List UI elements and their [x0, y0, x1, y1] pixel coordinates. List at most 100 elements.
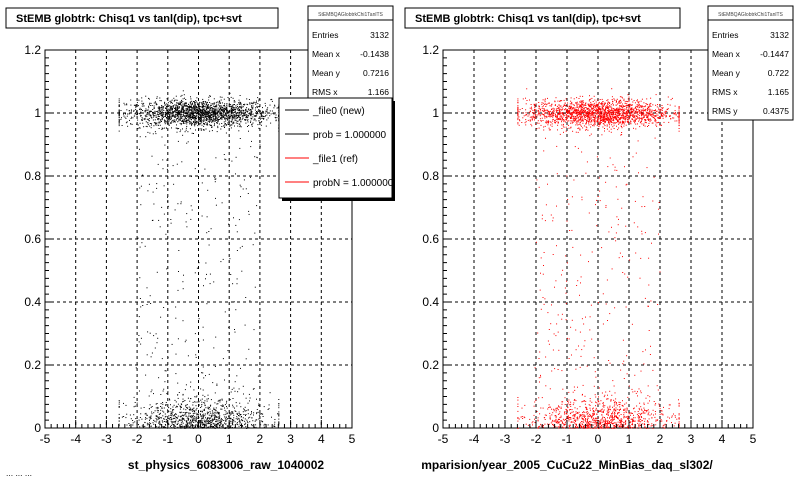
scatter-point — [176, 99, 178, 101]
scatter-point — [650, 102, 652, 104]
scatter-point — [164, 120, 166, 122]
scatter-point — [141, 100, 143, 102]
scatter-point — [253, 115, 255, 117]
scatter-point — [557, 124, 559, 126]
stats-label: Mean x — [312, 49, 341, 59]
scatter-point — [227, 119, 229, 121]
scatter-point — [202, 417, 204, 419]
scatter-point — [672, 117, 674, 119]
scatter-point — [213, 281, 215, 283]
scatter-point — [611, 99, 613, 100]
scatter-point — [167, 357, 169, 359]
scatter-point — [159, 226, 161, 228]
scatter-point — [618, 108, 620, 110]
scatter-point — [149, 132, 151, 134]
scatter-point — [569, 113, 571, 115]
scatter-point — [577, 124, 579, 126]
scatter-point — [239, 106, 241, 108]
scatter-point — [185, 116, 187, 117]
scatter-point — [143, 105, 145, 107]
scatter-point — [622, 120, 624, 122]
scatter-point — [547, 115, 549, 117]
scatter-point — [613, 117, 615, 119]
scatter-point — [126, 424, 128, 426]
scatter-point — [123, 112, 125, 114]
scatter-point — [226, 413, 228, 415]
scatter-point — [184, 389, 186, 391]
scatter-point — [617, 107, 619, 109]
scatter-point — [175, 113, 177, 115]
scatter-point — [194, 107, 196, 109]
scatter-point — [259, 144, 261, 146]
scatter-point — [557, 113, 559, 115]
scatter-point — [534, 106, 536, 108]
scatter-point — [578, 110, 580, 111]
scatter-point — [130, 118, 132, 119]
scatter-point — [155, 421, 157, 423]
scatter-point — [205, 375, 206, 377]
scatter-point — [244, 424, 246, 426]
scatter-point — [192, 415, 194, 417]
scatter-point — [206, 413, 208, 415]
scatter-point — [146, 354, 148, 356]
scatter-point — [239, 119, 241, 120]
y-tick-label: 0.6 — [24, 232, 41, 246]
scatter-point — [232, 411, 234, 413]
scatter-point — [185, 105, 187, 106]
scatter-point — [589, 119, 591, 121]
scatter-point — [188, 115, 190, 117]
scatter-point — [175, 104, 177, 106]
scatter-point — [166, 117, 167, 118]
scatter-point — [563, 99, 565, 101]
scatter-point — [207, 124, 209, 126]
scatter-point — [235, 108, 237, 110]
scatter-point — [228, 223, 229, 225]
scatter-point — [171, 122, 172, 124]
scatter-point — [553, 110, 555, 112]
scatter-point — [160, 115, 162, 116]
scatter-point — [209, 107, 211, 109]
scatter-point — [187, 108, 189, 110]
scatter-point — [118, 401, 120, 403]
scatter-point — [216, 419, 218, 421]
scatter-point — [249, 114, 251, 116]
scatter-point — [183, 105, 185, 107]
scatter-point — [168, 124, 170, 126]
scatter-point — [602, 119, 604, 120]
scatter-point — [248, 125, 250, 126]
scatter-point — [246, 110, 248, 112]
scatter-point — [163, 112, 165, 114]
scatter-point — [559, 117, 561, 119]
scatter-point — [234, 410, 236, 412]
scatter-point — [194, 111, 196, 113]
scatter-point — [229, 125, 231, 127]
scatter-point — [219, 108, 221, 110]
scatter-point — [200, 117, 202, 119]
scatter-point — [585, 113, 587, 115]
scatter-point — [246, 116, 247, 118]
scatter-point — [636, 106, 638, 107]
scatter-point — [235, 173, 236, 175]
scatter-point — [243, 408, 245, 410]
scatter-point — [189, 114, 191, 116]
scatter-point — [611, 111, 613, 113]
scatter-point — [589, 103, 591, 105]
scatter-point — [665, 112, 666, 114]
scatter-point — [215, 409, 217, 411]
scatter-point — [251, 140, 252, 142]
scatter-point — [604, 118, 606, 119]
scatter-point — [247, 193, 249, 194]
scatter-point — [139, 127, 141, 129]
scatter-point — [173, 183, 175, 185]
scatter-point — [155, 417, 157, 419]
scatter-point — [187, 425, 189, 427]
scatter-point — [218, 104, 220, 106]
scatter-point — [180, 403, 182, 405]
scatter-point — [213, 419, 215, 420]
scatter-point — [266, 111, 268, 113]
scatter-point — [226, 111, 228, 113]
scatter-point — [214, 415, 216, 417]
scatter-point — [652, 122, 654, 124]
scatter-point — [610, 121, 612, 123]
scatter-point — [202, 113, 204, 115]
